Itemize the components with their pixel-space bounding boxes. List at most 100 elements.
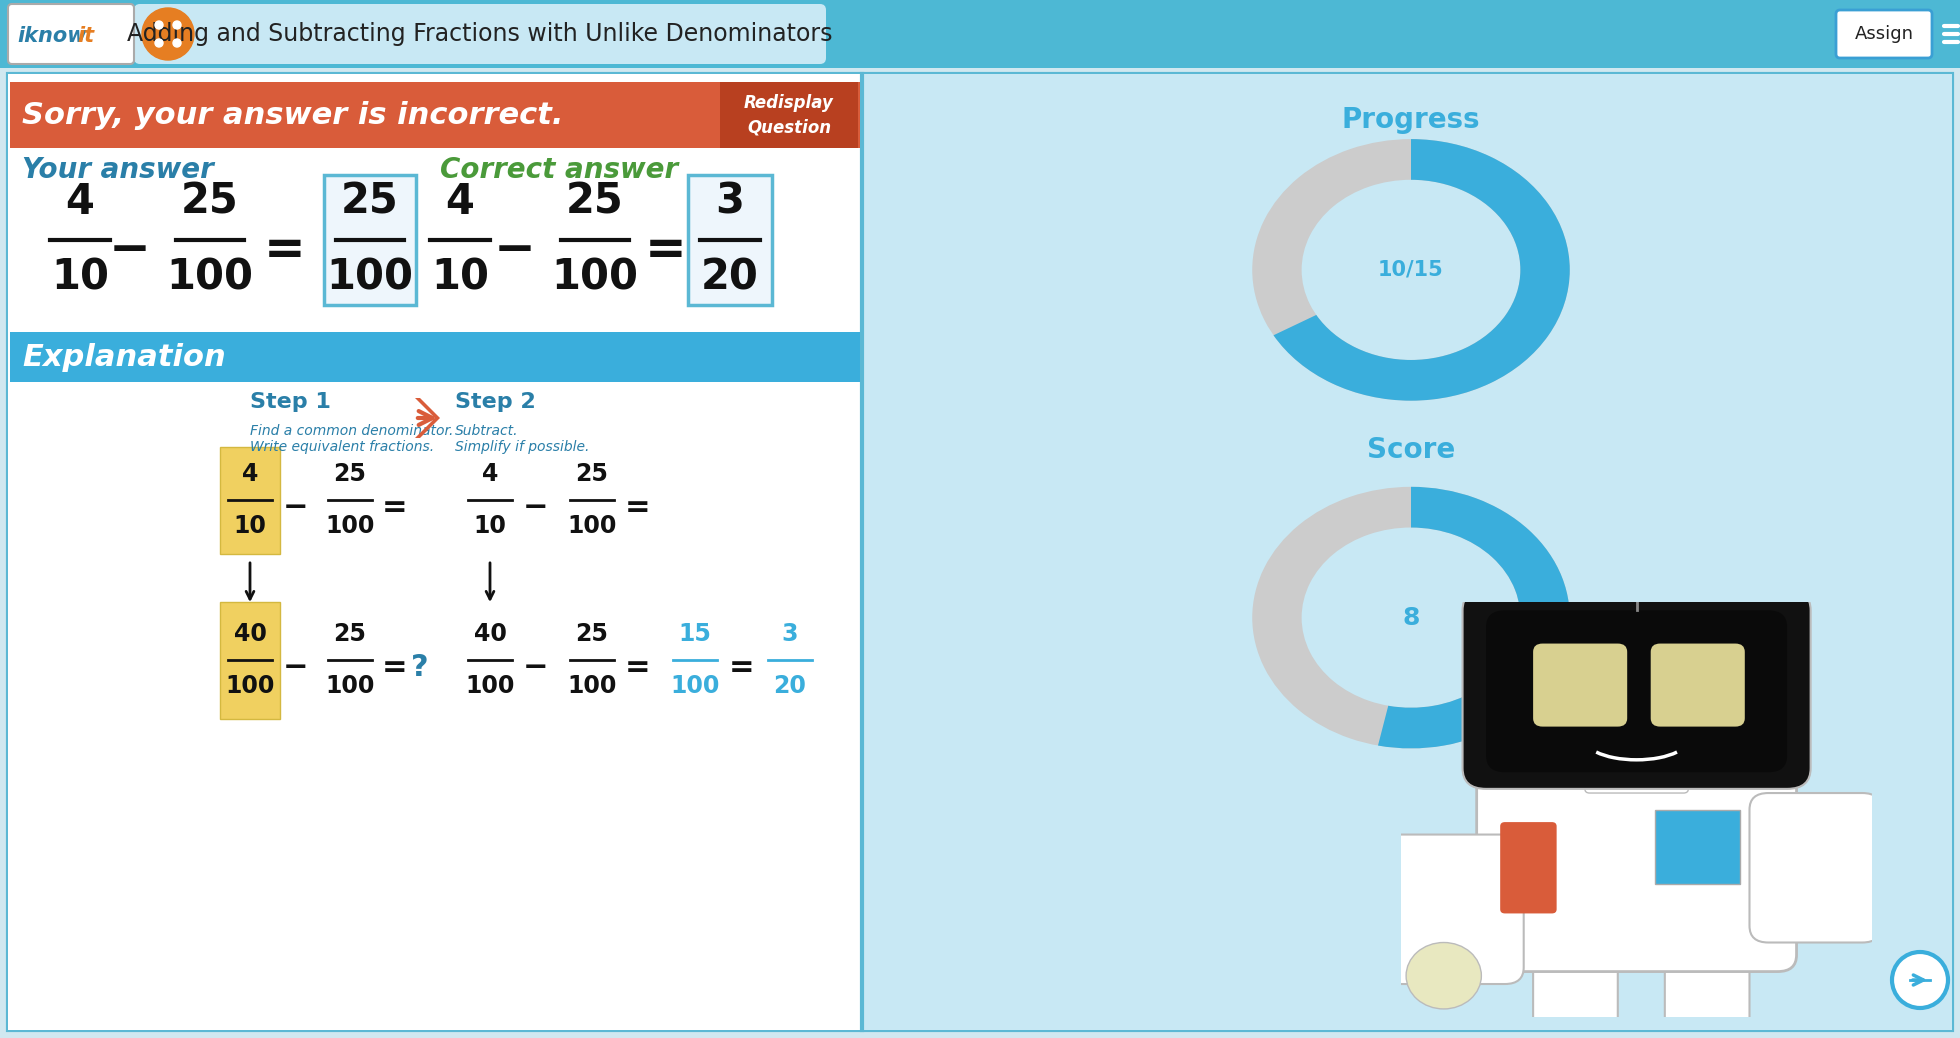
Text: Simplify if possible.: Simplify if possible. — [455, 440, 590, 454]
Circle shape — [141, 8, 194, 60]
Text: 100: 100 — [167, 257, 253, 299]
FancyBboxPatch shape — [220, 601, 280, 718]
Text: =: = — [645, 226, 686, 274]
Text: 4: 4 — [482, 462, 498, 486]
Text: 4: 4 — [445, 181, 474, 223]
Text: 10/15: 10/15 — [1378, 260, 1445, 280]
Text: 100: 100 — [551, 257, 639, 299]
Text: Step 2: Step 2 — [455, 392, 535, 412]
Polygon shape — [416, 398, 439, 438]
Text: 40: 40 — [474, 622, 506, 646]
Text: 100: 100 — [225, 674, 274, 698]
Text: 25: 25 — [576, 462, 608, 486]
Text: 4: 4 — [241, 462, 259, 486]
Text: 10: 10 — [431, 257, 488, 299]
Text: 20: 20 — [774, 674, 806, 698]
Text: =: = — [382, 654, 408, 683]
Text: 100: 100 — [325, 674, 374, 698]
Text: Redisplay
Question: Redisplay Question — [745, 93, 833, 137]
Text: Step 1: Step 1 — [251, 392, 331, 412]
Circle shape — [155, 21, 163, 29]
Text: 25: 25 — [566, 181, 623, 223]
Text: −: − — [110, 226, 151, 274]
FancyBboxPatch shape — [133, 4, 825, 64]
Circle shape — [172, 21, 180, 29]
Text: =: = — [382, 493, 408, 522]
Text: 10: 10 — [474, 514, 506, 538]
Wedge shape — [1274, 139, 1570, 401]
Text: 20: 20 — [702, 257, 759, 299]
Text: =: = — [625, 493, 651, 522]
Text: −: − — [282, 654, 308, 683]
Text: =: = — [729, 654, 755, 683]
FancyBboxPatch shape — [1650, 644, 1744, 727]
FancyBboxPatch shape — [862, 74, 1952, 1030]
Circle shape — [1891, 952, 1948, 1008]
FancyBboxPatch shape — [1476, 764, 1797, 972]
FancyBboxPatch shape — [220, 446, 280, 553]
Text: 100: 100 — [670, 674, 719, 698]
Text: Adding and Subtracting Fractions with Unlike Denominators: Adding and Subtracting Fractions with Un… — [127, 22, 833, 46]
Wedge shape — [1252, 487, 1570, 748]
Text: −: − — [521, 654, 547, 683]
Text: −: − — [521, 493, 547, 522]
Text: 100: 100 — [465, 674, 515, 698]
Text: 25: 25 — [333, 622, 367, 646]
Text: Score: Score — [1366, 436, 1454, 464]
FancyBboxPatch shape — [1750, 793, 1882, 943]
FancyBboxPatch shape — [10, 82, 860, 148]
FancyBboxPatch shape — [8, 4, 133, 64]
FancyBboxPatch shape — [1486, 610, 1788, 772]
Text: it: it — [78, 26, 94, 46]
Text: Assign: Assign — [1854, 25, 1913, 43]
Text: 15: 15 — [678, 622, 711, 646]
Text: iknow: iknow — [18, 26, 86, 46]
Text: 8: 8 — [1401, 605, 1419, 630]
Text: 25: 25 — [341, 181, 400, 223]
Text: Your answer: Your answer — [22, 156, 214, 184]
Text: −: − — [282, 493, 308, 522]
Text: Progress: Progress — [1343, 106, 1480, 134]
FancyBboxPatch shape — [8, 74, 862, 1030]
Text: 25: 25 — [576, 622, 608, 646]
Text: 40: 40 — [233, 622, 267, 646]
Circle shape — [172, 39, 180, 47]
Text: Correct answer: Correct answer — [439, 156, 678, 184]
Text: Sorry, your answer is incorrect.: Sorry, your answer is incorrect. — [22, 101, 564, 130]
Text: =: = — [265, 226, 306, 274]
FancyBboxPatch shape — [1586, 752, 1688, 793]
Text: Write equivalent fractions.: Write equivalent fractions. — [251, 440, 433, 454]
Text: 3: 3 — [715, 181, 745, 223]
Text: 10: 10 — [51, 257, 110, 299]
Circle shape — [1405, 943, 1482, 1009]
Text: 10: 10 — [233, 514, 267, 538]
Wedge shape — [1378, 487, 1570, 748]
FancyBboxPatch shape — [688, 175, 772, 305]
FancyBboxPatch shape — [1499, 822, 1556, 913]
Text: Find a common denominator.: Find a common denominator. — [251, 424, 453, 438]
Text: 100: 100 — [327, 257, 414, 299]
FancyBboxPatch shape — [0, 0, 1960, 69]
Text: ?: ? — [412, 654, 429, 683]
Text: 100: 100 — [566, 514, 617, 538]
Text: 25: 25 — [180, 181, 239, 223]
Text: 25: 25 — [333, 462, 367, 486]
FancyBboxPatch shape — [10, 332, 860, 382]
Text: 3: 3 — [782, 622, 798, 646]
FancyBboxPatch shape — [1664, 934, 1750, 1026]
Text: 100: 100 — [566, 674, 617, 698]
FancyBboxPatch shape — [1462, 590, 1811, 789]
Text: Subtract.: Subtract. — [455, 424, 519, 438]
FancyBboxPatch shape — [1533, 644, 1627, 727]
Text: =: = — [625, 654, 651, 683]
FancyBboxPatch shape — [1656, 810, 1740, 884]
Wedge shape — [1252, 139, 1570, 401]
FancyBboxPatch shape — [1533, 934, 1617, 1026]
FancyBboxPatch shape — [719, 82, 858, 148]
Text: 100: 100 — [325, 514, 374, 538]
Text: −: − — [494, 226, 535, 274]
Text: 4: 4 — [65, 181, 94, 223]
Text: Explanation: Explanation — [22, 343, 225, 372]
FancyBboxPatch shape — [1837, 10, 1933, 58]
FancyBboxPatch shape — [323, 175, 416, 305]
